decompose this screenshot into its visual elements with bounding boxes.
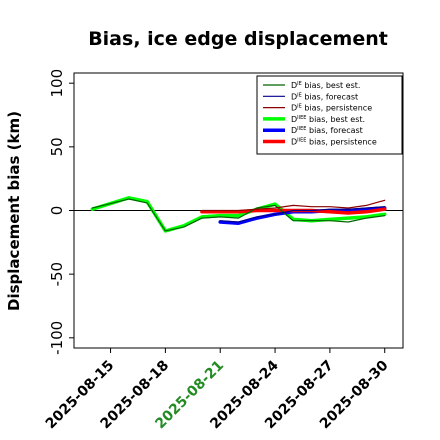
y-tick-label: 100 — [48, 69, 66, 98]
legend-entry: DIIEE bias, forecast — [291, 126, 363, 135]
legend-entry: DIE bias, forecast — [291, 92, 358, 101]
legend-entry: DIE bias, best est. — [291, 81, 360, 90]
series-line-0 — [91, 198, 386, 232]
series-line-3 — [90, 196, 387, 233]
legend-entry: DIE bias, persistence — [291, 104, 372, 113]
legend: DIE bias, best est. DIE bias, forecast DIE… — [256, 75, 403, 155]
y-tick-label: -100 — [48, 321, 66, 355]
series-line-1 — [219, 206, 386, 223]
y-tick-label: -50 — [48, 262, 66, 287]
y-tick-label: 0 — [48, 206, 66, 216]
y-axis-label: Displacement bias (km) — [5, 111, 23, 311]
chart-title: Bias, ice edge displacement — [88, 28, 388, 50]
legend-entry: DIIEE bias, best est. — [291, 115, 365, 124]
series-line-2 — [201, 199, 386, 212]
y-tick-label: 50 — [48, 137, 66, 156]
legend-entry: DIIEE bias, persistence — [291, 138, 377, 147]
